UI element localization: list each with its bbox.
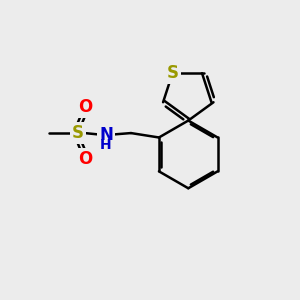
Text: O: O <box>78 150 92 168</box>
Text: S: S <box>167 64 179 82</box>
Text: H: H <box>100 138 112 152</box>
Text: O: O <box>78 98 92 116</box>
Text: S: S <box>72 124 84 142</box>
Text: N: N <box>99 125 113 143</box>
